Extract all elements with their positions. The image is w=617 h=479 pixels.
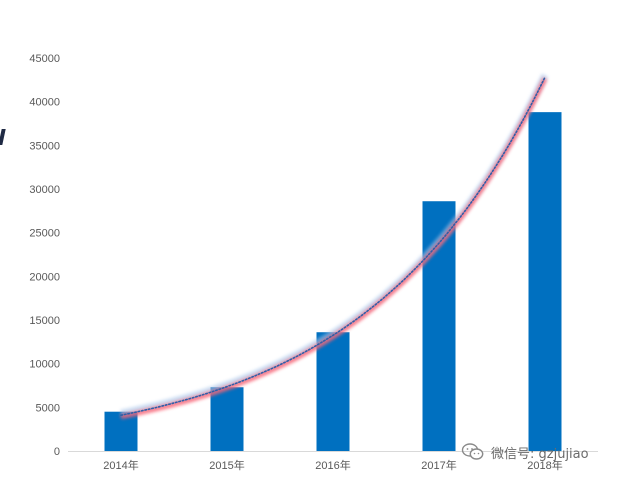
trendline: [120, 73, 549, 420]
watermark-text: 微信号: gzjujiao: [491, 446, 589, 462]
x-tick-label: 2015年: [209, 458, 244, 472]
trendline-dotted: [120, 76, 546, 416]
x-tick-label: 2014年: [103, 458, 138, 472]
watermark: 微信号: gzjujiao: [461, 442, 589, 462]
y-tick-label: 25000: [29, 228, 60, 240]
y-tick-label: 45000: [29, 53, 60, 65]
y-tick-label: 20000: [29, 271, 60, 283]
bar: [210, 387, 244, 451]
bar: [316, 332, 350, 451]
x-tick-label: 2017年: [421, 458, 456, 472]
y-tick-label: 40000: [29, 97, 60, 109]
y-tick-label: 0: [54, 446, 60, 458]
y-tick-label: 35000: [29, 140, 60, 152]
y-tick-label: 5000: [36, 402, 60, 414]
bar: [528, 112, 562, 451]
bar: [104, 411, 138, 451]
y-tick-label: 30000: [29, 184, 60, 196]
trendline-glow-red: [120, 77, 548, 420]
wechat-icon: [461, 443, 484, 460]
y-tick-label: 10000: [29, 359, 60, 371]
x-tick-label: 2016年: [315, 458, 350, 472]
x-tick-label: 2018年: [527, 458, 562, 472]
y-tick-label: 15000: [29, 315, 60, 327]
x-axis: 2014年 2015年 2016年 2017年 2018年: [103, 458, 562, 472]
y-axis: 0 5000 10000 15000 20000 25000 30000 35000 40000…: [29, 53, 60, 458]
